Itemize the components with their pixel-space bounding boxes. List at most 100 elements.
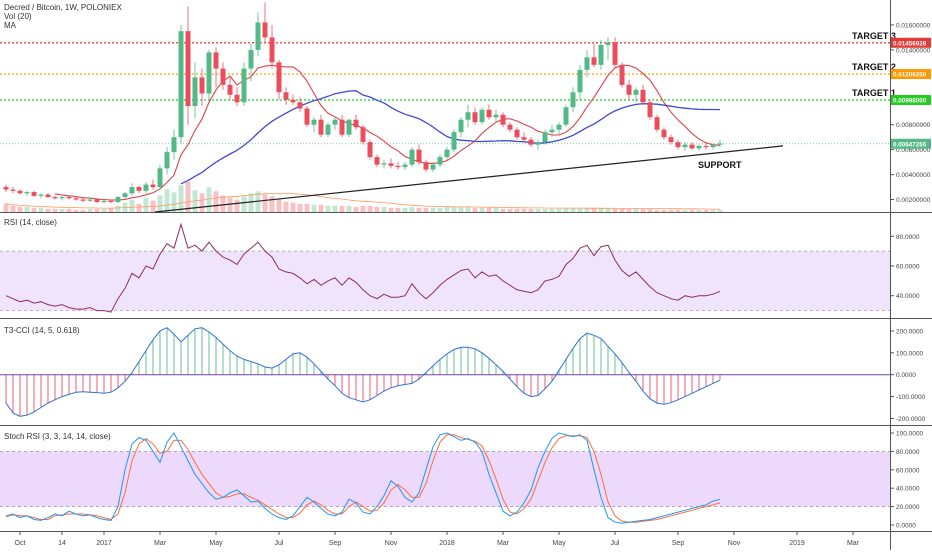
candle-body xyxy=(437,157,443,165)
volume-bar xyxy=(444,206,450,212)
volume-bar xyxy=(388,207,394,212)
volume-bar xyxy=(178,185,184,212)
candle-body xyxy=(416,149,422,163)
candle-body xyxy=(486,109,492,118)
candle xyxy=(360,124,366,145)
candle xyxy=(38,193,44,199)
volume-bar xyxy=(472,207,478,212)
target1-price-text: 0.00998000 xyxy=(893,98,927,105)
candle xyxy=(115,195,121,204)
volume-bar xyxy=(339,205,345,212)
volume-ma-line xyxy=(5,192,721,210)
candle xyxy=(549,124,555,138)
candle xyxy=(682,142,688,151)
candle-body xyxy=(465,112,471,120)
rsi-tick-label: 40.0000 xyxy=(896,293,920,300)
candle-body xyxy=(290,99,296,103)
candle-body xyxy=(500,114,506,125)
time-tick-label: May xyxy=(209,540,223,547)
candle-body xyxy=(304,108,310,125)
candle-body xyxy=(129,187,135,194)
volume-bar xyxy=(304,203,310,212)
candle xyxy=(528,137,534,148)
volume-bar xyxy=(423,207,429,212)
candle-body xyxy=(710,144,716,148)
volume-bar xyxy=(283,201,289,212)
volume-bar xyxy=(647,208,653,212)
candle-body xyxy=(563,107,569,125)
candle-body xyxy=(717,143,723,145)
volume-bar xyxy=(507,208,513,212)
volume-bar xyxy=(668,209,674,212)
ma-blue-line xyxy=(180,90,721,185)
target1-label: TARGET 1 xyxy=(852,88,896,98)
candle-body xyxy=(353,119,359,128)
support-trendline xyxy=(154,145,784,213)
volume-bar xyxy=(52,208,58,212)
candle xyxy=(332,117,338,130)
volume-bar xyxy=(605,207,611,212)
candle-body xyxy=(640,89,646,103)
candle-body xyxy=(199,77,205,94)
stoch-d-line xyxy=(5,434,721,523)
stoch-tick-label: 80.0000 xyxy=(896,449,920,456)
time-tick-label: 14 xyxy=(58,540,66,547)
candle xyxy=(59,195,65,201)
candle-body xyxy=(3,187,9,190)
candle-body xyxy=(24,192,30,194)
time-tick-label: Nov xyxy=(728,540,741,547)
stoch-k-line xyxy=(5,432,721,524)
candle-body xyxy=(178,31,184,138)
candle-body xyxy=(444,149,450,158)
candle xyxy=(73,197,79,201)
cci-tick-label: -100.0000 xyxy=(896,394,926,401)
volume-bar xyxy=(409,206,415,212)
candle-body xyxy=(612,42,618,65)
volume-bar xyxy=(143,197,149,212)
volume-bar xyxy=(269,196,275,212)
candle-body xyxy=(248,49,254,69)
candle-body xyxy=(339,119,345,135)
volume-bar xyxy=(31,207,37,212)
candle xyxy=(374,154,380,168)
candle-body xyxy=(101,200,107,203)
volume-bar xyxy=(381,206,387,212)
candle-body xyxy=(514,129,520,138)
volume-bar xyxy=(220,195,226,212)
volume-bar xyxy=(479,207,485,212)
volume-bar xyxy=(591,207,597,212)
cci-line xyxy=(5,327,721,417)
candle xyxy=(444,147,450,160)
candle-body xyxy=(661,129,667,138)
candle-body xyxy=(115,197,121,203)
volume-bar xyxy=(248,193,254,212)
volume-bar xyxy=(542,208,548,212)
rsi-legend: RSI (14, close) xyxy=(4,218,57,227)
volume-bar xyxy=(556,208,562,212)
cci-tick-label: 0.0000 xyxy=(896,372,916,379)
candle-body xyxy=(66,197,72,199)
candle-body xyxy=(276,62,282,93)
candle-body xyxy=(283,92,289,100)
candle-body xyxy=(38,194,44,196)
volume-bar xyxy=(66,208,72,212)
volume-bar xyxy=(717,209,723,212)
candle xyxy=(66,195,72,200)
candle-body xyxy=(598,44,604,65)
candle xyxy=(52,195,58,200)
volume-bar xyxy=(563,207,569,212)
candle xyxy=(367,139,373,160)
time-tick-label: Jul xyxy=(611,540,620,547)
volume-bar xyxy=(171,192,177,212)
candle xyxy=(87,198,93,203)
candle xyxy=(717,139,723,148)
target3-price-text: 0.01456928 xyxy=(893,40,927,47)
candle-body xyxy=(605,42,611,45)
candle xyxy=(409,147,415,168)
candle-body xyxy=(164,152,170,169)
candle xyxy=(507,122,513,133)
candle xyxy=(521,132,527,143)
candle xyxy=(241,62,247,106)
candle-body xyxy=(668,137,674,143)
